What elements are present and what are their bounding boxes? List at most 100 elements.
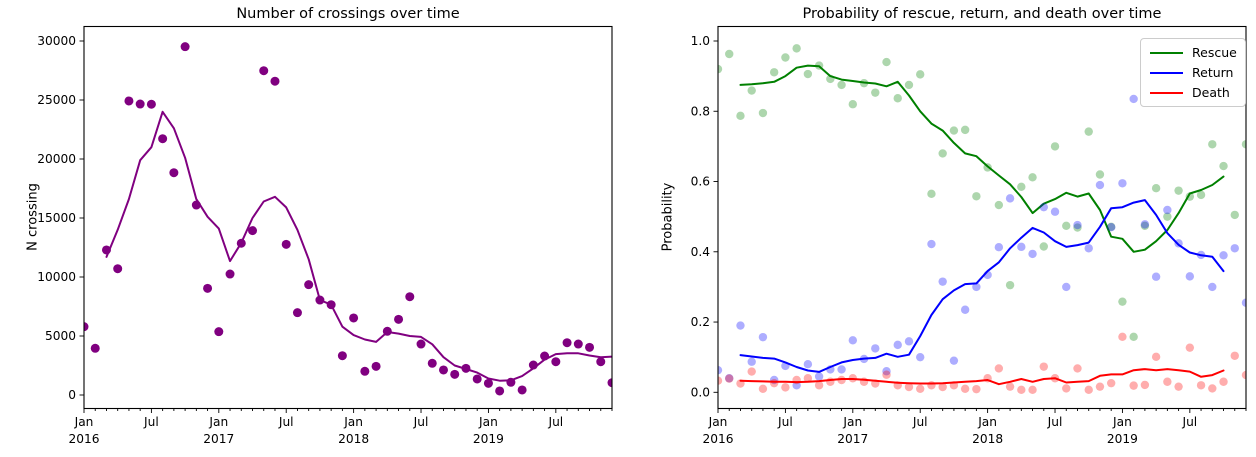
scatter-point [1084, 244, 1093, 253]
scatter-point [927, 189, 936, 199]
left-y-axis-label: N crossing [25, 183, 41, 251]
scatter-point [573, 339, 583, 349]
scatter-point [248, 226, 258, 236]
scatter-point [1129, 381, 1138, 390]
y-tick-label: 0.4 [691, 245, 711, 259]
scatter-point [1062, 221, 1071, 230]
scatter-point [758, 108, 768, 118]
legend-item-death: Death [1141, 83, 1245, 103]
scatter-point [1106, 222, 1116, 232]
y-tick-label: 15000 [37, 211, 76, 225]
scatter-point [1140, 380, 1150, 390]
scatter-point [360, 366, 370, 376]
scatter-point [972, 192, 981, 201]
scatter-point [1196, 190, 1206, 200]
scatter-point [938, 277, 947, 286]
scatter-point [994, 364, 1004, 373]
y-tick-label: 10000 [37, 270, 76, 284]
scatter-point [158, 134, 168, 144]
scatter-point [113, 264, 123, 274]
y-tick-label: 25000 [37, 93, 76, 107]
scatter-point [438, 365, 448, 375]
y-tick-label: 1.0 [691, 34, 710, 48]
scatter-point [1174, 186, 1183, 195]
scatter-point [837, 365, 846, 374]
scatter-point [203, 283, 213, 293]
x-tick-label: Jan [1112, 415, 1132, 429]
x-tick-year-label: 2016 [68, 432, 99, 446]
scatter-point [517, 385, 527, 395]
x-tick-label: Jan [74, 415, 94, 429]
scatter-point [135, 99, 145, 109]
scatter-point [803, 69, 813, 79]
scatter-point [1062, 384, 1071, 393]
scatter-point [904, 337, 914, 346]
scatter-point [90, 343, 100, 353]
scatter-point [904, 382, 914, 392]
scatter-point [1039, 242, 1048, 251]
x-tick-label: Jan [478, 415, 498, 429]
scatter-point [416, 339, 426, 349]
scatter-point [1230, 351, 1239, 360]
scatter-point [747, 86, 756, 95]
scatter-point [1219, 377, 1228, 386]
scatter-point [1017, 385, 1026, 395]
trend-line [739, 368, 1225, 386]
scatter-point [1140, 221, 1150, 230]
scatter-point [562, 338, 572, 348]
scatter-point [1219, 251, 1228, 260]
scatter-point [1151, 272, 1161, 281]
series-n crossing [84, 42, 612, 396]
scatter-point [725, 374, 734, 383]
scatter-point [1005, 382, 1015, 391]
legend-item-rescue: Rescue [1141, 43, 1245, 63]
scatter-point [1028, 173, 1037, 182]
scatter-point [960, 384, 970, 393]
scatter-point [1005, 280, 1015, 290]
scatter-point [124, 96, 134, 106]
x-tick-label: Jan [977, 415, 997, 429]
scatter-point [1095, 382, 1105, 391]
scatter-point [1241, 298, 1246, 307]
scatter-point [725, 374, 734, 383]
scatter-point [837, 80, 846, 90]
x-tick-year-label: 2019 [1107, 432, 1138, 446]
scatter-point [450, 369, 460, 379]
scatter-point [607, 378, 612, 388]
scatter-point [585, 342, 595, 352]
return-line-swatch [1150, 72, 1183, 74]
x-tick-year-label: 2019 [473, 432, 504, 446]
x-tick-label: Jul [1181, 415, 1197, 429]
y-tick-label: 5000 [45, 329, 76, 343]
scatter-point [1241, 140, 1246, 149]
scatter-point [337, 351, 347, 361]
scatter-point [972, 282, 981, 292]
scatter-point [994, 200, 1004, 210]
x-tick-label: Jul [1047, 415, 1063, 429]
tick-labels: Jan 2016 Jul Jan 2017 Jul Jan 2018 Jul Jan 2019 Jul… [37, 34, 563, 446]
axes-frame [717, 25, 1247, 410]
scatter-point [927, 381, 936, 390]
scatter-point [1129, 94, 1138, 104]
scatter-point [871, 344, 880, 353]
scatter-point [281, 239, 291, 249]
scatter-point [1163, 377, 1172, 386]
death-line-swatch [1150, 92, 1183, 94]
scatter-point [747, 367, 756, 376]
scatter-point [1185, 343, 1195, 352]
y-tick-label: 0.6 [691, 175, 710, 189]
scatter-point [814, 381, 824, 390]
scatter-point [1196, 381, 1206, 390]
scatter-point [394, 314, 404, 324]
scatter-point [1106, 222, 1116, 232]
rescue-line-swatch [1150, 52, 1183, 54]
scatter-point [882, 57, 891, 67]
scatter-point [718, 365, 723, 375]
scatter-point [769, 68, 779, 77]
y-tick-label: 30000 [37, 34, 76, 48]
scatter-point [1118, 179, 1127, 188]
scatter-point [938, 149, 947, 158]
scatter-point [736, 111, 745, 121]
